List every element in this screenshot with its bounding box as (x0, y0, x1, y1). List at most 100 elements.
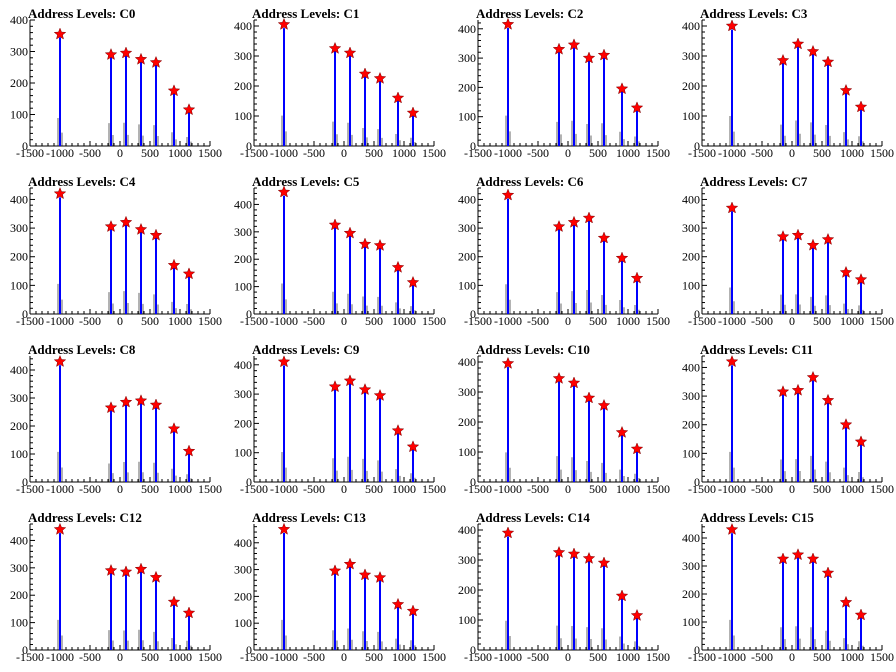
chart-title: Address Levels: C3 (700, 6, 808, 21)
histogram-bar (140, 61, 142, 146)
histogram-peak (138, 61, 144, 146)
x-tick-label: 1500 (870, 650, 894, 664)
histogram-bar (845, 603, 847, 650)
histogram-bar (140, 232, 142, 314)
x-tick-label: 0 (117, 650, 123, 664)
y-tick-label: 100 (682, 278, 700, 292)
histogram-peak (586, 220, 592, 314)
histogram-bar (379, 579, 381, 650)
y-tick-label: 0 (470, 307, 476, 321)
chart-svg: Address Levels: C3 0 100 200 300 400 -1500 -100… (682, 6, 894, 160)
peak-marker-star (552, 219, 566, 233)
histogram-bar (603, 240, 605, 314)
histogram-bar (827, 575, 829, 650)
histogram-peak (281, 365, 287, 482)
peak-marker-star (53, 354, 67, 368)
x-tick-label: -500 (527, 482, 549, 496)
x-tick-label: 500 (589, 146, 607, 160)
histogram-bar (283, 532, 285, 650)
x-tick-label: 1000 (392, 482, 416, 496)
peak-marker-star (791, 383, 805, 396)
x-tick-label: 0 (341, 482, 347, 496)
x-tick-label: -500 (79, 482, 101, 496)
x-tick-label: -1500 (688, 482, 716, 496)
histogram-bar (603, 57, 605, 146)
histogram-peak (138, 403, 144, 482)
peak-marker-star (582, 211, 596, 224)
histogram-peak (377, 579, 383, 650)
histogram-peak (332, 573, 338, 650)
histogram-peak (108, 57, 114, 146)
histogram-peak (795, 393, 801, 482)
y-tick-label: 0 (22, 643, 28, 657)
histogram-peak (571, 385, 577, 482)
histogram-peak (153, 579, 159, 650)
histogram-peak (57, 197, 63, 314)
x-tick-label: 0 (117, 146, 123, 160)
histogram-bar (507, 367, 509, 482)
x-tick-label: -1000 (494, 314, 522, 328)
x-tick-label: -1500 (16, 650, 44, 664)
x-tick-label: -500 (79, 650, 101, 664)
y-tick-label: 300 (234, 49, 252, 63)
peak-marker-star (134, 222, 148, 235)
y-tick-label: 100 (10, 108, 28, 122)
histogram-bar (110, 410, 112, 482)
peak-marker-star (567, 38, 581, 51)
histogram-bar (797, 393, 799, 482)
x-tick-label: -1000 (718, 146, 746, 160)
histogram-peak (377, 247, 383, 314)
chart-panel-1: Address Levels: C1 0 100 200 300 400 -1500 -100… (224, 0, 448, 168)
x-tick-label: -1000 (270, 650, 298, 664)
x-tick-label: -500 (751, 650, 773, 664)
peak-marker-star (134, 562, 148, 575)
peak-marker-star (791, 228, 805, 241)
y-tick-label: 300 (682, 389, 700, 403)
y-tick-label: 200 (10, 419, 28, 433)
histogram-peak (332, 227, 338, 314)
chart-svg: Address Levels: C15 0 100 200 300 400 -1500 -10… (682, 510, 894, 664)
histogram-peak (843, 92, 849, 146)
histogram-bar (782, 63, 784, 146)
histogram-bar (379, 247, 381, 314)
peak-marker-star (277, 185, 291, 198)
histogram-bar (155, 407, 157, 482)
y-tick-label: 300 (234, 225, 252, 239)
histogram-peak (810, 561, 816, 650)
histogram-peak (410, 612, 416, 650)
peak-marker-star (582, 551, 596, 564)
histogram-bar (59, 365, 61, 482)
histogram-bar (110, 572, 112, 650)
x-tick-label: 1500 (198, 650, 222, 664)
histogram-bar (283, 195, 285, 314)
x-tick-label: -1500 (464, 146, 492, 160)
histogram-peak (362, 577, 368, 650)
histogram-bar (636, 279, 638, 314)
peak-marker-star (501, 356, 515, 369)
y-tick-label: 400 (458, 22, 476, 36)
chart-panel-4: Address Levels: C4 0 100 200 300 400 -1500 -100… (0, 168, 224, 336)
y-tick-label: 300 (234, 563, 252, 577)
x-tick-label: 0 (341, 146, 347, 160)
x-tick-label: -1500 (240, 650, 268, 664)
y-tick-label: 100 (10, 278, 28, 292)
y-tick-label: 0 (246, 643, 252, 657)
y-tick-label: 200 (458, 583, 476, 597)
peak-marker-star (119, 46, 133, 59)
histogram-peak (780, 239, 786, 314)
histogram-peak (601, 565, 607, 650)
histogram-peak (586, 561, 592, 650)
y-tick-label: 300 (10, 221, 28, 235)
peak-marker-star (821, 232, 835, 245)
chart-panel-11: Address Levels: C11 0 100 200 300 400 -1500 -10… (672, 336, 896, 504)
histogram-peak (108, 229, 114, 314)
chart-svg: Address Levels: C9 0 100 200 300 400 -1500 -100… (234, 342, 446, 496)
peak-marker-star (839, 83, 853, 96)
peak-marker-star (182, 444, 196, 457)
chart-panel-3: Address Levels: C3 0 100 200 300 400 -1500 -100… (672, 0, 896, 168)
histogram-bar (364, 392, 366, 482)
peak-marker-star (373, 238, 387, 251)
x-tick-label: -1500 (240, 314, 268, 328)
histogram-peak (138, 232, 144, 314)
histogram-peak (57, 533, 63, 650)
